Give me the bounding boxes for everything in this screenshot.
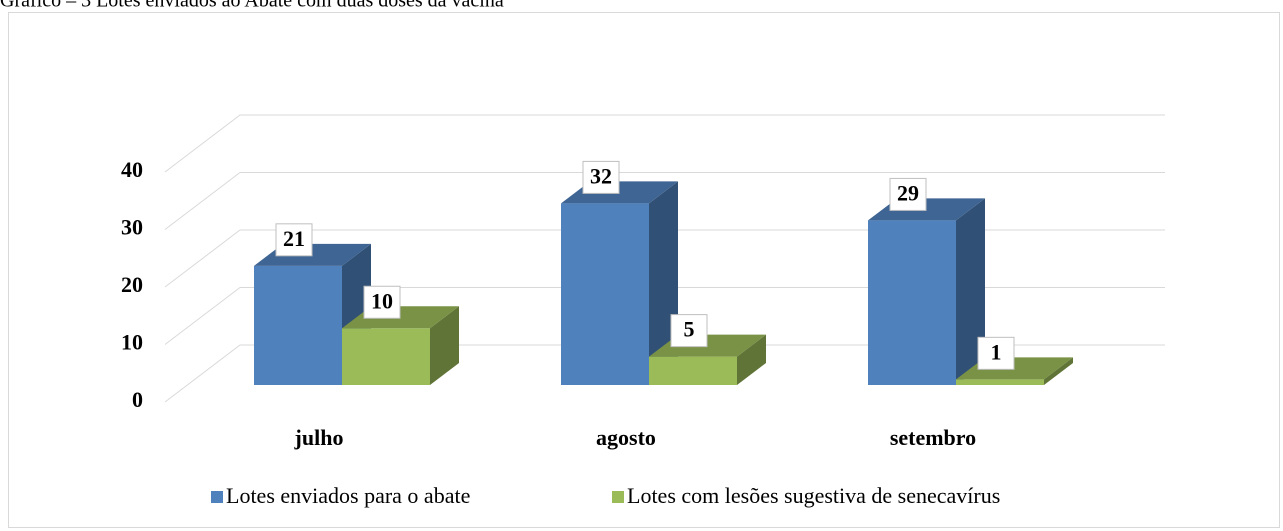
bar-face: [342, 328, 430, 385]
bar-face: [649, 356, 737, 385]
value-label: 21: [283, 226, 305, 251]
bar: [342, 306, 459, 385]
x-tick-label: julho: [294, 425, 344, 450]
bar-face: [868, 220, 956, 385]
chart-title: Gráfico – 3 Lotes enviados ao Abate com …: [0, 0, 504, 12]
y-tick-label: 20: [121, 272, 143, 297]
legend-swatch: [612, 491, 624, 503]
grid-line: [164, 114, 1165, 173]
bar: [868, 198, 985, 385]
y-tick-label: 10: [121, 330, 143, 355]
value-label-box: [363, 285, 401, 319]
legend-label: Lotes com lesões sugestiva de senecavíru…: [627, 483, 1000, 508]
bar-face: [254, 265, 342, 385]
value-label-box: [275, 223, 313, 257]
bar-face: [956, 379, 1044, 385]
legend-swatch: [211, 491, 223, 503]
value-label-box: [670, 314, 708, 348]
value-label: 29: [897, 180, 919, 205]
bar: [561, 181, 678, 385]
grid-line: [164, 229, 1165, 288]
value-label: 1: [991, 339, 1002, 364]
y-tick-label: 40: [121, 157, 143, 182]
grid-line: [164, 344, 1165, 403]
bar-face: [561, 203, 649, 385]
bar-face: [430, 306, 459, 385]
value-label: 32: [590, 163, 612, 188]
y-tick-label: 30: [121, 215, 143, 240]
legend-label: Lotes enviados para o abate: [226, 483, 470, 508]
x-tick-label: setembro: [890, 425, 976, 450]
value-label: 10: [371, 288, 393, 313]
value-label: 5: [684, 317, 695, 342]
grid-line: [164, 287, 1165, 345]
value-label-box: [889, 177, 927, 211]
y-tick-label: 0: [132, 387, 143, 412]
x-tick-label: agosto: [596, 425, 656, 450]
bar-face: [737, 334, 766, 385]
bar-face: [1044, 357, 1073, 385]
value-label-box: [582, 160, 620, 194]
grid-line: [164, 172, 1165, 230]
value-label-box: [977, 336, 1015, 370]
